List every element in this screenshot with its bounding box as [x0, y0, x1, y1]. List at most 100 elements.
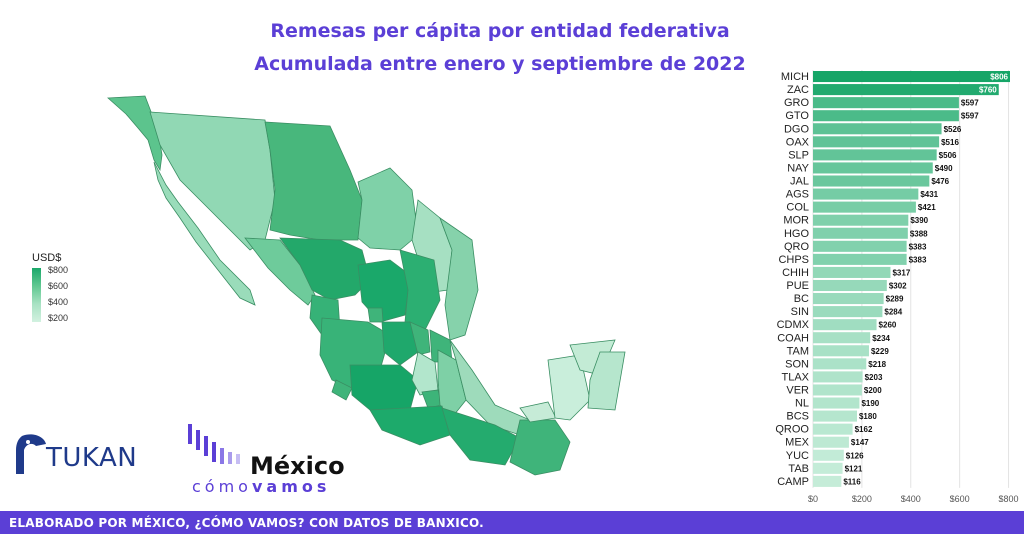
logo-word-como: cómo: [192, 477, 252, 496]
category-label: CHPS: [778, 254, 809, 266]
bar: [813, 397, 860, 409]
bar: [813, 371, 863, 383]
legend-title: USD$: [32, 252, 62, 264]
bar: [813, 71, 1010, 83]
map-state-son: [149, 111, 276, 251]
bar: [813, 149, 937, 161]
category-label: ZAC: [787, 84, 809, 96]
category-label: CDMX: [777, 319, 810, 331]
category-label: TAB: [788, 463, 809, 475]
value-label: $597: [961, 112, 979, 121]
mexico-map: [107, 95, 626, 476]
value-label: $526: [944, 125, 962, 134]
bar: [813, 436, 849, 448]
map-state-ags: [367, 307, 384, 323]
value-label: $203: [865, 373, 883, 382]
category-label: MOR: [783, 215, 809, 227]
legend-tick: $800: [48, 265, 69, 275]
category-label: DGO: [784, 123, 810, 135]
bar: [813, 279, 887, 292]
bar: [813, 306, 883, 318]
legend-tick: $600: [48, 281, 69, 291]
value-label: $506: [939, 151, 957, 160]
category-label: YUC: [786, 450, 809, 462]
category-label: PUE: [786, 280, 809, 292]
category-label: QROO: [775, 424, 809, 436]
legend-colorbar: [32, 268, 41, 322]
value-label: $229: [871, 347, 889, 356]
category-label: VER: [786, 385, 809, 397]
bar: [813, 384, 862, 396]
x-tick-label: $800: [999, 494, 1019, 502]
bar: [813, 162, 933, 174]
bar: [813, 240, 907, 252]
category-label: NAY: [787, 162, 809, 174]
category-label: MICH: [781, 71, 809, 83]
value-label: $421: [918, 203, 936, 212]
tukan-logo-text: TUKAN: [46, 443, 138, 473]
value-label: $383: [909, 255, 927, 264]
map-state-col: [331, 379, 353, 401]
bar: [813, 345, 869, 357]
value-label: $490: [935, 164, 953, 173]
bar: [813, 253, 907, 265]
map-state-qroo: [587, 351, 626, 411]
footer-text: ELABORADO POR MÉXICO, ¿CÓMO VAMOS? CON D…: [9, 516, 484, 530]
x-tick-label: $0: [808, 494, 818, 502]
category-label: SIN: [791, 306, 809, 318]
category-label: COL: [786, 202, 809, 214]
map-state-tam: [439, 216, 479, 341]
category-label: GRO: [784, 97, 810, 109]
mexico-como-vamos-logo-subtext: cómovamos: [192, 477, 330, 496]
value-label: $218: [868, 360, 886, 369]
value-label: $121: [845, 464, 863, 473]
map-state-zac: [357, 259, 411, 323]
bar: [813, 423, 853, 435]
x-tick-label: $400: [901, 494, 921, 502]
category-label: SON: [785, 358, 809, 370]
bar: [813, 136, 940, 148]
logo-word-vamos: vamos: [251, 477, 331, 496]
category-label: TAM: [787, 345, 809, 357]
category-label: COAH: [777, 332, 809, 344]
bar: [813, 123, 942, 135]
bar: [813, 449, 844, 461]
category-label: JAL: [790, 176, 809, 188]
map-state-bc: [107, 95, 163, 172]
category-label: HGO: [784, 228, 810, 240]
value-label: $383: [909, 242, 927, 251]
bar: [813, 462, 843, 474]
value-label: $260: [879, 321, 897, 330]
map-state-gro: [369, 405, 451, 446]
map-state-dgo: [279, 237, 371, 301]
mexico-como-vamos-logo-text: México: [250, 452, 345, 480]
value-label: $806: [990, 73, 1008, 82]
value-label: $516: [941, 138, 959, 147]
category-label: CAMP: [777, 476, 809, 488]
bar: [813, 188, 919, 200]
map-state-gto: [381, 321, 419, 366]
bar: [813, 358, 867, 370]
value-label: $147: [851, 438, 869, 447]
category-label: SLP: [788, 149, 809, 161]
category-label: CHIH: [782, 267, 809, 279]
map-state-bcs: [153, 161, 256, 306]
x-tick-label: $600: [950, 494, 970, 502]
value-label: $180: [859, 412, 877, 421]
category-label: NL: [795, 398, 809, 410]
bar: [813, 84, 999, 96]
map-state-oax: [441, 407, 521, 466]
bar: [813, 214, 909, 226]
value-label: $597: [961, 99, 979, 108]
value-label: $390: [910, 216, 928, 225]
category-label: BC: [794, 293, 809, 305]
map-state-chps: [509, 419, 571, 476]
category-label: GTO: [785, 110, 809, 122]
value-label: $200: [864, 386, 882, 395]
bar: [813, 332, 871, 344]
x-tick-label: $200: [852, 494, 872, 502]
bar: [813, 201, 916, 213]
map-state-coah: [357, 167, 419, 251]
bar: [813, 110, 959, 122]
chart-subtitle: Acumulada entre enero y septiembre de 20…: [254, 53, 746, 75]
